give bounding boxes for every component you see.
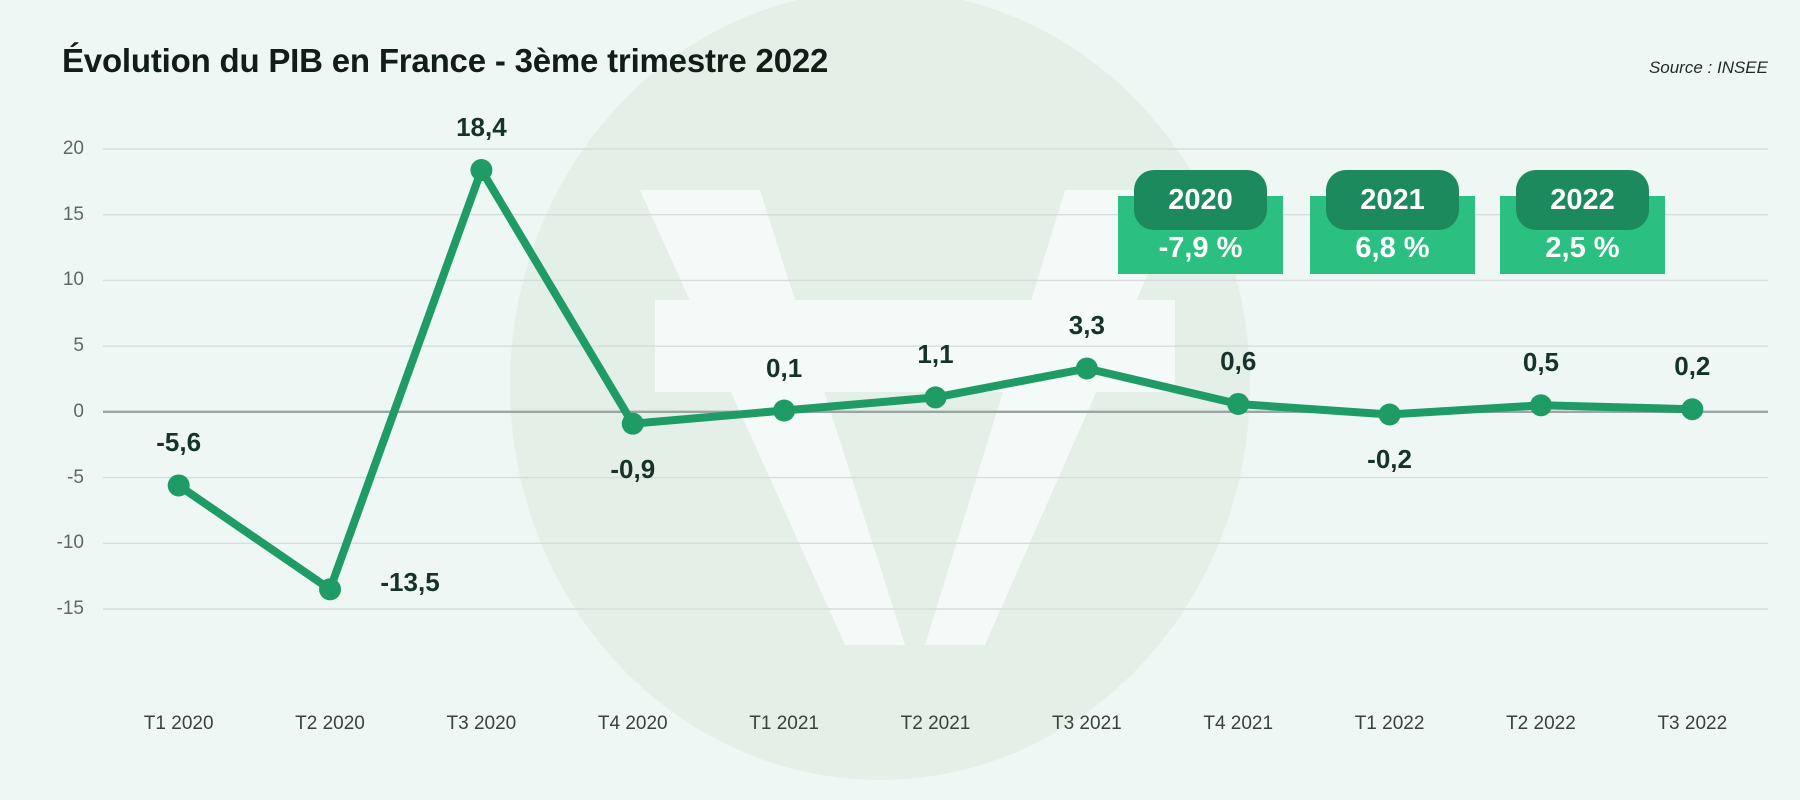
page-title: Évolution du PIB en France - 3ème trimes…	[62, 42, 829, 79]
data-point-label: 0,5	[1522, 347, 1560, 378]
y-axis-tick-label: 20	[62, 138, 84, 159]
data-point-marker	[167, 474, 190, 497]
data-point-marker	[1075, 357, 1098, 380]
y-axis-tick-label: -5	[67, 466, 84, 488]
x-axis-tick-label: T3 2020	[446, 713, 517, 734]
x-axis-tick-label: T2 2021	[900, 713, 971, 734]
y-axis-tick-label: 0	[73, 400, 84, 422]
year-summary-value: 2,5 %	[1545, 232, 1620, 264]
year-summary-year: 2021	[1360, 183, 1425, 216]
year-summary-pill: 2020	[1134, 170, 1267, 230]
data-point-label: 18,4	[456, 112, 507, 143]
data-point-marker	[319, 578, 342, 601]
x-axis-tick-label: T4 2020	[597, 713, 668, 734]
year-summary-pill: 2021	[1326, 170, 1459, 230]
year-summary-pill: 2022	[1516, 170, 1649, 230]
data-point-marker	[1529, 394, 1552, 417]
x-axis-tick-label: T1 2021	[749, 713, 819, 734]
x-axis-tick-label: T3 2021	[1051, 713, 1122, 734]
y-axis-tick-label: 5	[73, 335, 84, 357]
year-summary-value: 6,8 %	[1355, 232, 1430, 264]
y-axis-tick-label: 10	[62, 269, 84, 291]
data-point-marker	[470, 159, 493, 182]
data-point-label: 0,1	[766, 352, 803, 383]
data-point-label: -0,9	[610, 453, 656, 484]
year-summary-value: -7,9 %	[1158, 232, 1243, 264]
data-point-marker	[621, 412, 644, 435]
x-axis-tick-label: T2 2022	[1506, 713, 1576, 734]
data-point-label: -5,6	[156, 427, 202, 458]
x-axis-tick-label: T3 2022	[1657, 713, 1728, 734]
data-point-label: 0,6	[1220, 345, 1257, 376]
data-point-marker	[924, 386, 947, 409]
y-axis-tick-label: 15	[62, 203, 84, 225]
x-axis-tick-label: T1 2022	[1354, 713, 1425, 734]
year-summary-year: 2020	[1168, 183, 1233, 216]
y-axis-tick-label: -15	[56, 598, 84, 619]
x-axis-tick-label: T4 2021	[1203, 713, 1274, 734]
data-point-marker	[773, 399, 796, 422]
x-axis-tick-label: T2 2020	[295, 713, 365, 734]
data-point-label: -13,5	[380, 567, 440, 598]
data-point-label: 0,2	[1674, 351, 1711, 382]
data-point-marker	[1681, 398, 1704, 421]
data-point-marker	[1378, 403, 1401, 426]
data-point-marker	[1227, 392, 1250, 415]
data-point-label: 3,3	[1068, 310, 1105, 341]
x-axis-tick-label: T1 2020	[143, 713, 214, 734]
source-note: Source : INSEE	[1648, 58, 1768, 77]
data-point-label: 1,1	[917, 339, 954, 370]
y-axis-tick-label: -10	[56, 532, 84, 554]
data-point-label: -0,2	[1367, 444, 1412, 475]
year-summary-year: 2022	[1550, 183, 1615, 216]
